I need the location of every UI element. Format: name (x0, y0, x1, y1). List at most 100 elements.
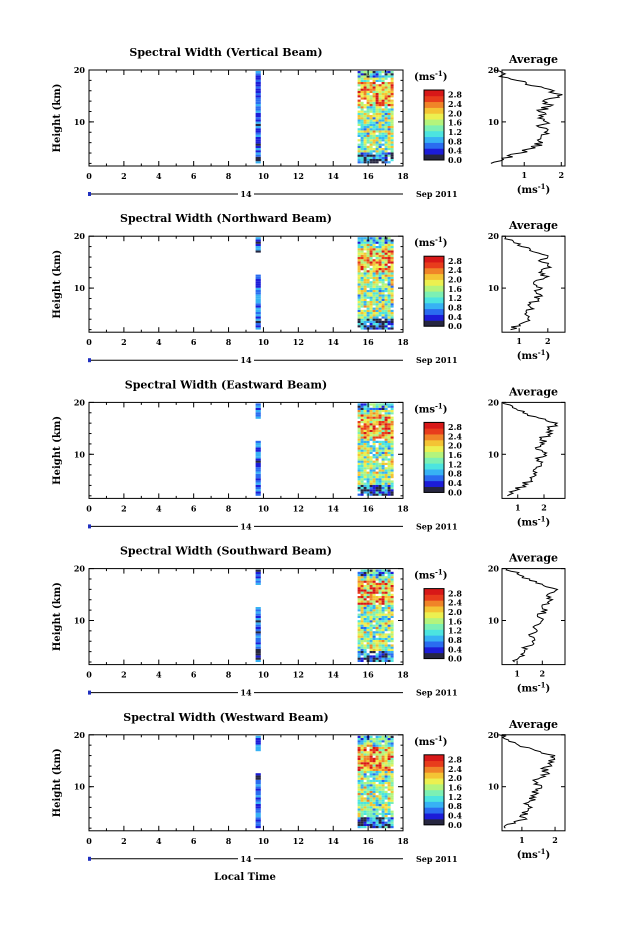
heatmap-cell (378, 156, 382, 159)
heatmap-cell (255, 143, 261, 146)
heatmap-cell (255, 744, 261, 747)
heatmap-cell (255, 130, 261, 133)
heatmap-cell (369, 491, 373, 494)
plot-frame (88, 69, 404, 167)
heatmap-cell (357, 117, 361, 120)
heatmap-cell (366, 775, 370, 778)
heatmap-cell (369, 429, 373, 432)
heatmap-cell (387, 786, 391, 789)
heatmap-cell (357, 434, 361, 437)
heatmap-cell (381, 482, 385, 485)
heatmap-cell (381, 806, 385, 809)
heatmap-cell (372, 403, 376, 406)
heatmap-cell (372, 327, 376, 330)
heatmap-cell (357, 779, 361, 782)
heatmap-cell (372, 812, 376, 815)
heatmap-cell (369, 626, 373, 629)
heatmap-cell (357, 799, 361, 802)
heatmap-cell (363, 576, 367, 579)
heatmap-cell (387, 735, 391, 738)
heatmap-cell (369, 418, 373, 421)
heatmap-cell (390, 771, 394, 774)
heatmap-cell (360, 427, 364, 430)
heatmap-cell (390, 159, 394, 162)
heatmap-cell (381, 97, 385, 100)
heatmap-cell (360, 764, 364, 767)
heatmap-cell (357, 801, 361, 804)
heatmap-cell (366, 119, 370, 122)
avg-y-tick-label: 20 (488, 564, 500, 574)
colorbar-swatch (424, 457, 444, 464)
heatmap-cell (363, 320, 367, 323)
heatmap-cell (390, 427, 394, 430)
heatmap-cell (255, 810, 261, 813)
heatmap-cell (375, 786, 379, 789)
heatmap-cell (369, 301, 373, 304)
heatmap-cell (357, 786, 361, 789)
heatmap-cell (387, 429, 391, 432)
heatmap-cell (375, 298, 379, 301)
heatmap-cell (363, 476, 367, 479)
heatmap-cell (384, 432, 388, 435)
heatmap-cell (387, 489, 391, 492)
heatmap-cell (369, 272, 373, 275)
heatmap-cell (390, 407, 394, 410)
heatmap-cell (378, 416, 382, 419)
heatmap-cell (357, 110, 361, 113)
heatmap-cell (360, 141, 364, 144)
heatmap-cell (387, 795, 391, 798)
heatmap-cell (384, 646, 388, 649)
heatmap-cell (369, 760, 373, 763)
heatmap-cell (375, 79, 379, 82)
heatmap-cell (378, 753, 382, 756)
heatmap-cell (366, 407, 370, 410)
heatmap-cell (384, 633, 388, 636)
heatmap-cell (369, 751, 373, 754)
heatmap-cell (357, 303, 361, 306)
colorbar-frame (423, 255, 445, 327)
heatmap-cell (381, 458, 385, 461)
heatmap-cell (357, 768, 361, 771)
heatmap-cell (381, 793, 385, 796)
heatmap-cell (375, 252, 379, 255)
heatmap-cell (384, 418, 388, 421)
heatmap-cell (369, 755, 373, 758)
heatmap-cell (387, 753, 391, 756)
heatmap-cell (387, 817, 391, 820)
heatmap-cell (384, 443, 388, 446)
heatmap-cell (375, 585, 379, 588)
heatmap-cell (384, 823, 388, 826)
heatmap-cell (384, 742, 388, 745)
heatmap-cell (387, 775, 391, 778)
heatmap-cell (369, 784, 373, 787)
heatmap-cell (360, 596, 364, 599)
heatmap-cell (360, 95, 364, 98)
heatmap-cell (390, 456, 394, 459)
heatmap-cell (378, 257, 382, 260)
heatmap-cell (357, 285, 361, 288)
heatmap-cell (255, 148, 261, 151)
heatmap-cell (360, 276, 364, 279)
colorbar: 2.82.42.01.61.20.80.40.0(ms-1) (414, 568, 462, 664)
heatmap-cell (360, 469, 364, 472)
heatmap-cell (375, 569, 379, 572)
heatmap-cell (360, 611, 364, 614)
heatmap-cell (384, 407, 388, 410)
heatmap-cell (381, 635, 385, 638)
heatmap-cell (255, 635, 261, 638)
heatmap-cell (255, 110, 261, 113)
heatmap-cell (360, 740, 364, 743)
heatmap-cell (369, 458, 373, 461)
heatmap-cell (378, 421, 382, 424)
heatmap-cell (366, 655, 370, 658)
heatmap-cell (390, 655, 394, 658)
heatmap-cell (381, 148, 385, 151)
heatmap-cell (366, 779, 370, 782)
heatmap-cell (384, 773, 388, 776)
heatmap-cell (378, 571, 382, 574)
heatmap-cell (378, 445, 382, 448)
heatmap-cell (372, 744, 376, 747)
heatmap-cell (363, 777, 367, 780)
heatmap-cell (360, 294, 364, 297)
heatmap-cell (357, 88, 361, 91)
